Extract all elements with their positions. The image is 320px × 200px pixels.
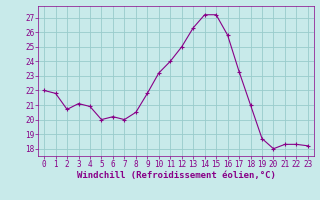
X-axis label: Windchill (Refroidissement éolien,°C): Windchill (Refroidissement éolien,°C): [76, 171, 276, 180]
